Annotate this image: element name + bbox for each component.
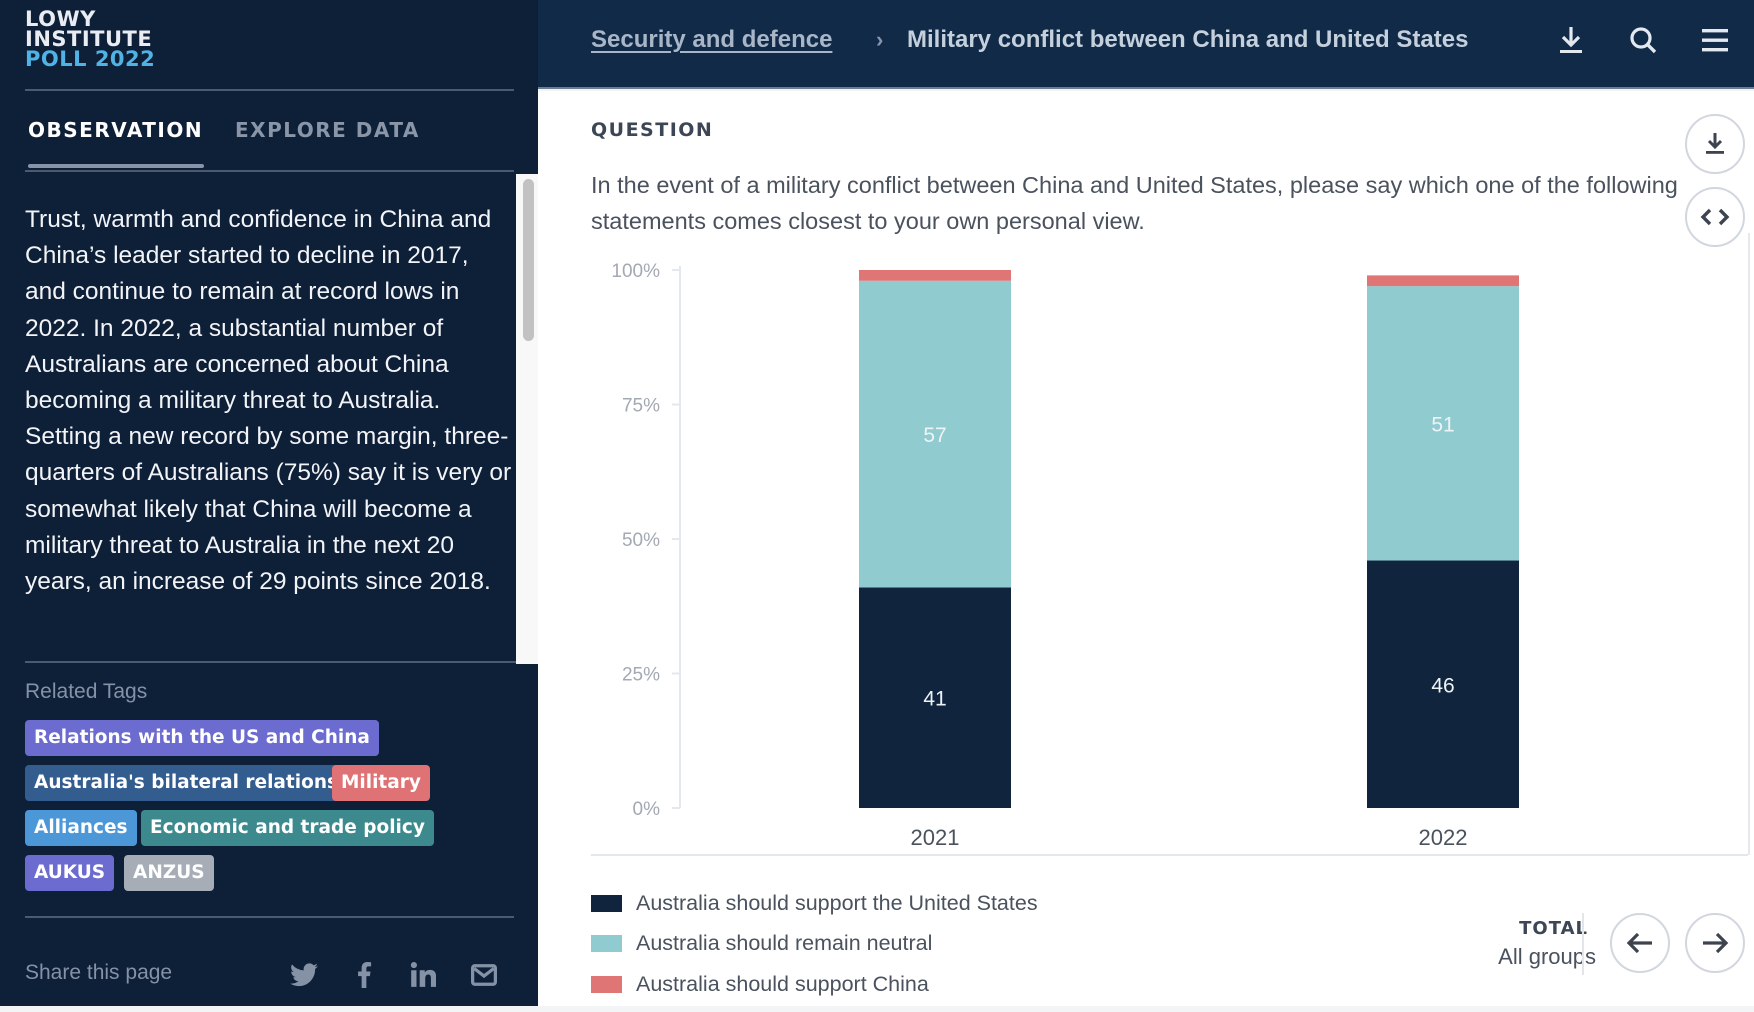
question-text: In the event of a military conflict betw… [591, 172, 1678, 234]
related-tags-label: Related Tags [25, 680, 148, 703]
logo-line-1: LOWY [25, 7, 96, 31]
top-bar: Security and defence › Military conflict… [538, 0, 1754, 89]
x-tick-label: 2022 [1419, 825, 1468, 850]
group-title: TOTAL [1519, 918, 1588, 939]
bar-value-label: 51 [1431, 413, 1454, 436]
y-tick-label: 0% [633, 799, 661, 820]
legend-item-support-us[interactable]: Australia should support the United Stat… [591, 888, 1038, 918]
menu-icon[interactable] [1697, 22, 1733, 58]
chart-download-button[interactable] [1685, 114, 1745, 174]
search-icon[interactable] [1625, 22, 1661, 58]
legend-item-neutral[interactable]: Australia should remain neutral [591, 928, 932, 958]
tag-alliances[interactable]: Alliances [25, 810, 137, 846]
group-subtitle: All groups [1498, 944, 1596, 969]
main-content: QUESTION In the event of a military conf… [538, 91, 1754, 1006]
legend-label: Australia should support the United Stat… [636, 890, 1038, 915]
group-divider [1582, 913, 1584, 975]
email-icon[interactable] [469, 960, 499, 990]
bar-value-label: 46 [1431, 674, 1454, 697]
sidebar: LOWY INSTITUTE POLL 2022 OBSERVATION EXP… [0, 0, 538, 1006]
active-tab-indicator [28, 164, 204, 168]
legend-label: Australia should support China [636, 971, 929, 996]
x-tick-label: 2021 [911, 825, 960, 850]
question-label: QUESTION [591, 119, 714, 141]
bar-segment [1367, 275, 1519, 287]
download-icon[interactable] [1553, 22, 1589, 58]
chart: 0% 25% 50% 75% 100% 41 57 2021 46 51 2022 [538, 91, 1754, 1006]
chart-scroll-edge [1748, 233, 1750, 855]
tag-bilateral-relations[interactable]: Australia's bilateral relations [25, 765, 347, 801]
tab-observation[interactable]: OBSERVATION [28, 118, 204, 142]
observation-panel: Trust, warmth and confidence in China an… [0, 174, 538, 664]
logo-line-3: POLL 2022 [25, 47, 156, 71]
bar-segment [859, 587, 1011, 808]
bar-segment [1367, 560, 1519, 808]
bar-segment [1367, 286, 1519, 561]
y-tick-label: 50% [622, 530, 660, 551]
y-tick-label: 75% [622, 396, 660, 417]
logo-line-2: INSTITUTE [25, 27, 153, 51]
y-tick-label: 100% [611, 261, 660, 282]
observation-bottom-divider [25, 661, 516, 663]
observation-scrollbar-thumb[interactable] [523, 179, 534, 341]
tab-explore-data[interactable]: EXPLORE DATA [235, 118, 420, 142]
legend-item-support-china[interactable]: Australia should support China [591, 969, 929, 999]
breadcrumb-chevron-icon: › [876, 27, 884, 52]
next-arrow-icon [1703, 932, 1729, 954]
share-label: Share this page [25, 961, 173, 984]
tag-military[interactable]: Military [332, 765, 430, 801]
next-group-button[interactable] [1685, 913, 1745, 973]
download-icon [1706, 133, 1724, 154]
bar-value-label: 41 [923, 688, 946, 711]
lowy-poll-logo[interactable]: LOWY INSTITUTE POLL 2022 [25, 7, 156, 71]
previous-group-button[interactable] [1610, 913, 1670, 973]
bar-segment [859, 270, 1011, 281]
embed-code-icon [1700, 208, 1730, 226]
observation-text: Trust, warmth and confidence in China an… [25, 206, 512, 596]
linkedin-icon[interactable] [408, 960, 438, 990]
facebook-icon[interactable] [349, 960, 379, 990]
legend-label: Australia should remain neutral [636, 930, 933, 955]
previous-arrow-icon [1626, 932, 1652, 954]
stacked-bar-chart: 0% 25% 50% 75% 100% 41 57 2021 46 51 2022 [591, 261, 1748, 856]
embed-code-button[interactable] [1685, 187, 1745, 247]
tag-anzus[interactable]: ANZUS [124, 855, 214, 891]
y-tick-label: 25% [622, 665, 660, 686]
bar-segment [859, 280, 1011, 588]
legend-swatch [591, 975, 622, 993]
share-divider [25, 916, 514, 918]
legend-swatch [591, 934, 622, 952]
breadcrumb-current-page: Military conflict between China and Unit… [907, 26, 1469, 53]
tabs-divider [25, 170, 514, 172]
sidebar-divider [25, 89, 514, 91]
twitter-icon[interactable] [289, 960, 319, 990]
tag-aukus[interactable]: AUKUS [25, 855, 115, 891]
tag-economic-trade-policy[interactable]: Economic and trade policy [141, 810, 434, 846]
bar-value-label: 57 [923, 424, 946, 447]
legend-swatch [591, 894, 622, 912]
tag-relations-us-china[interactable]: Relations with the US and China [25, 720, 379, 756]
breadcrumb-security-defence[interactable]: Security and defence [591, 26, 833, 53]
